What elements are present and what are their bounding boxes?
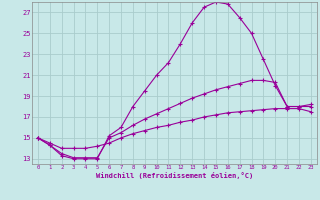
X-axis label: Windchill (Refroidissement éolien,°C): Windchill (Refroidissement éolien,°C) — [96, 172, 253, 179]
